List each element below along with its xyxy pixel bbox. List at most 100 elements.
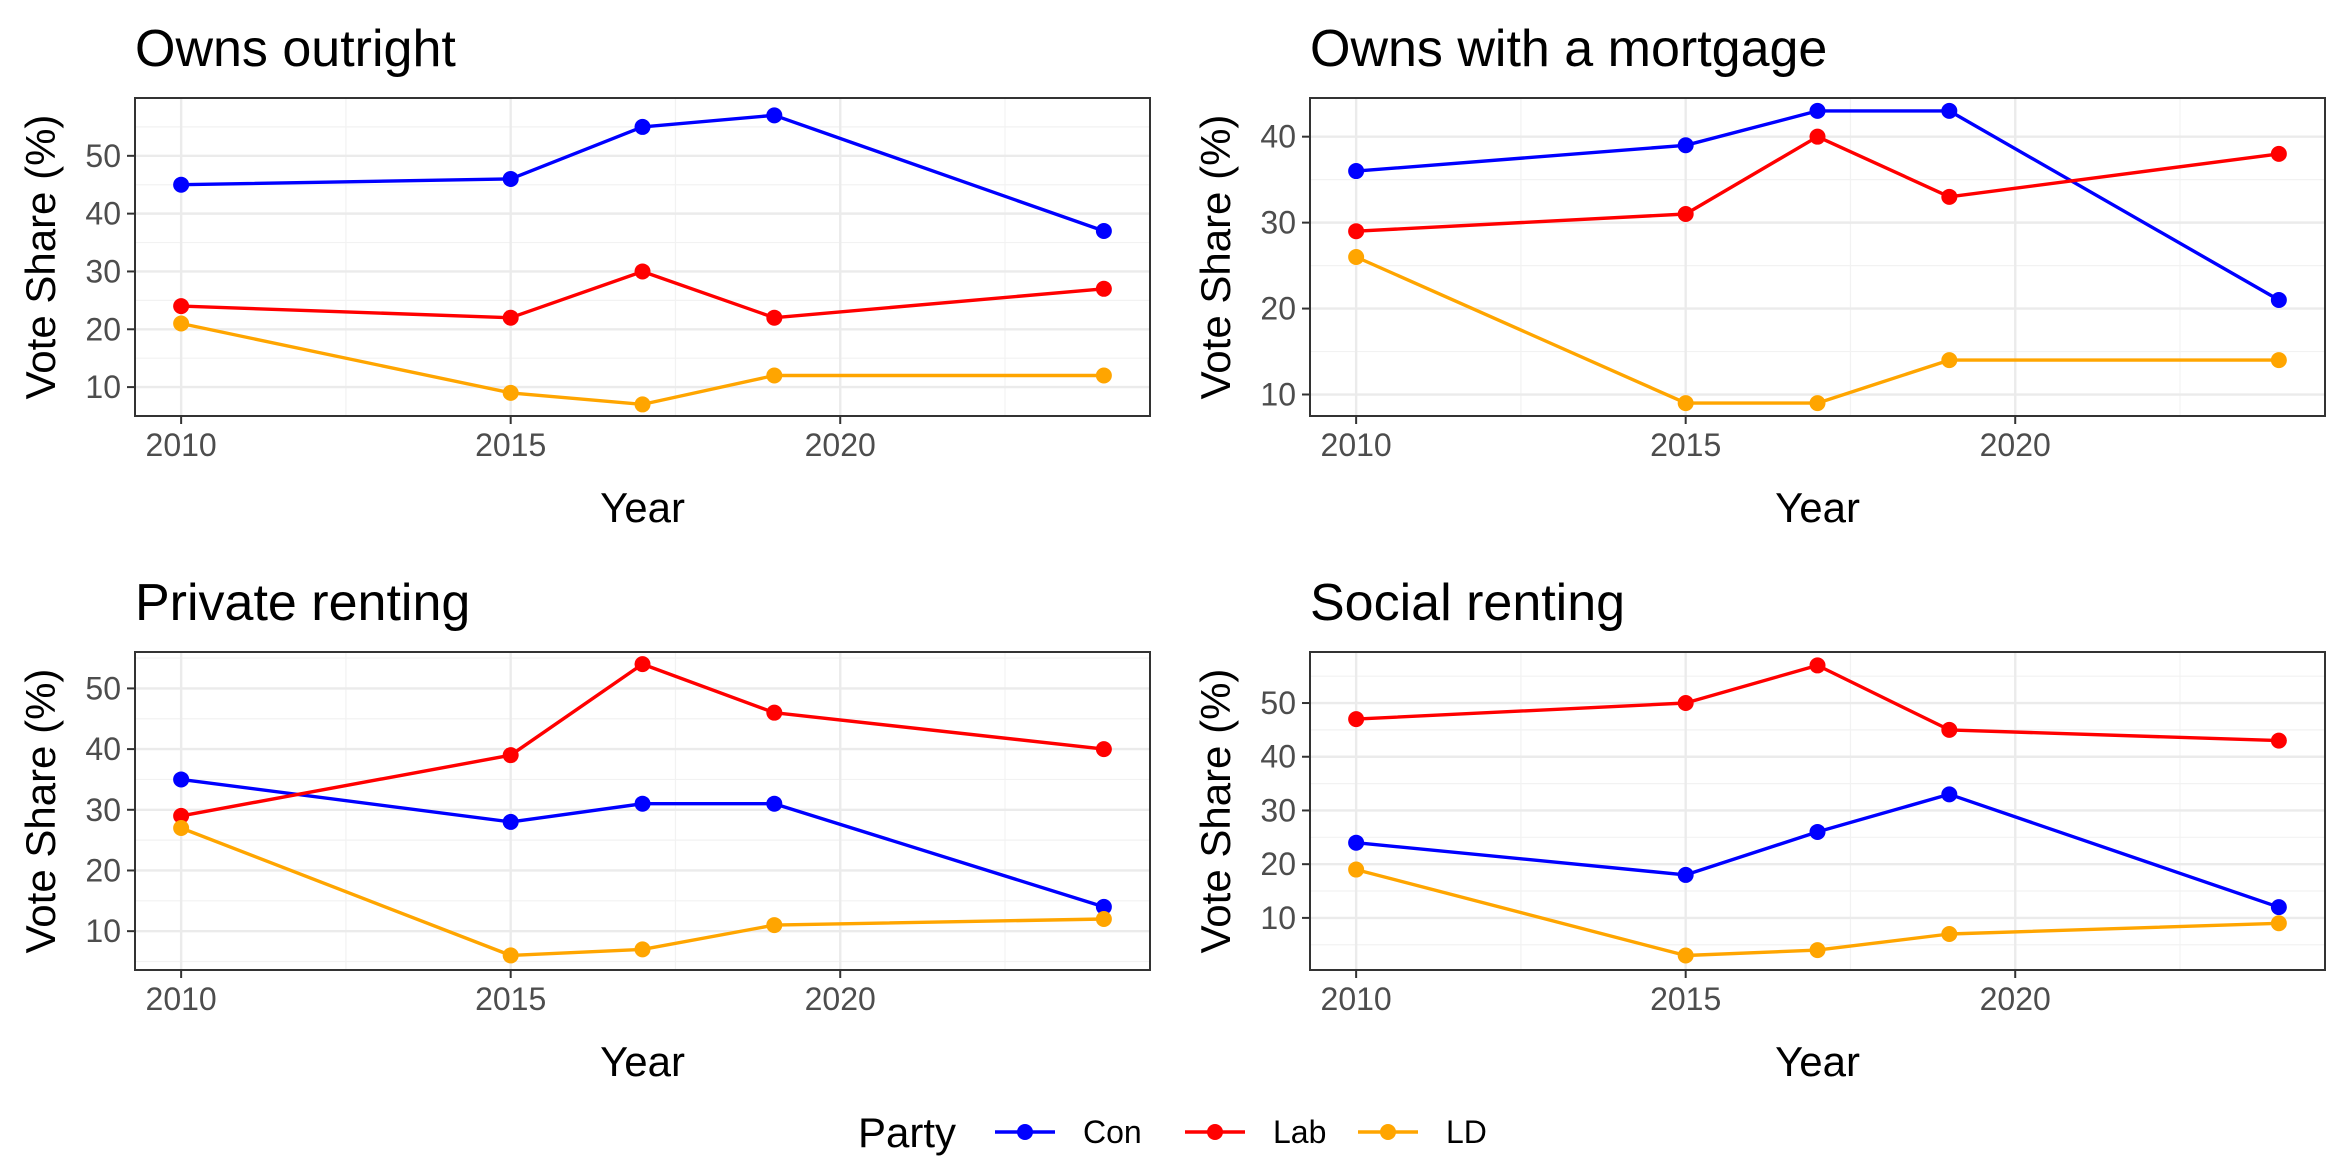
data-point-ld — [1809, 395, 1826, 412]
x-tick-label: 2015 — [475, 427, 546, 463]
x-tick-label: 2020 — [805, 981, 876, 1017]
data-point-con — [1941, 786, 1958, 803]
x-tick-label: 2010 — [1321, 981, 1392, 1017]
plot-background — [1310, 98, 2325, 416]
data-point-lab — [1677, 695, 1694, 712]
plot-background — [135, 98, 1150, 416]
y-tick-label: 20 — [1260, 846, 1296, 882]
data-point-ld — [634, 396, 651, 413]
data-point-con — [766, 795, 783, 812]
data-point-lab — [1348, 711, 1365, 728]
x-axis-title: Year — [600, 484, 685, 531]
data-point-lab — [1809, 657, 1826, 674]
data-point-con — [502, 813, 519, 830]
data-point-con — [1095, 898, 1112, 915]
data-point-con — [1677, 866, 1694, 883]
x-tick-label: 2015 — [1650, 427, 1721, 463]
y-tick-label: 20 — [85, 852, 121, 888]
data-point-ld — [1095, 911, 1112, 928]
data-point-ld — [502, 947, 519, 964]
y-axis-title: Vote Share (%) — [1192, 115, 1239, 400]
data-point-ld — [173, 819, 190, 836]
data-point-con — [1941, 102, 1958, 119]
panel-1: Owns outright 2010 2015 2020 10 20 30 40 50 Year V… — [17, 20, 1151, 531]
x-axis-title: Year — [1775, 1038, 1860, 1085]
data-point-lab — [1941, 188, 1958, 205]
data-point-con — [502, 170, 519, 187]
y-tick-label: 50 — [85, 138, 121, 174]
data-point-con — [1348, 163, 1365, 180]
data-point-con — [1095, 222, 1112, 239]
data-point-con — [1809, 102, 1826, 119]
legend-key-point-con — [1017, 1124, 1033, 1140]
data-point-ld — [2270, 352, 2287, 369]
y-tick-label: 30 — [85, 792, 121, 828]
data-point-lab — [766, 704, 783, 721]
data-point-con — [2270, 899, 2287, 916]
panel-3: Private renting 2010 2015 2020 10 20 30 40 50 Yea… — [17, 574, 1151, 1085]
legend-label-lab: Lab — [1273, 1114, 1326, 1150]
data-point-con — [1809, 823, 1826, 840]
data-point-lab — [2270, 145, 2287, 162]
data-point-con — [1677, 137, 1694, 154]
y-tick-label: 40 — [85, 731, 121, 767]
data-point-ld — [1348, 249, 1365, 265]
y-tick-label: 40 — [1260, 119, 1296, 155]
data-point-lab — [173, 807, 190, 824]
data-point-ld — [766, 917, 783, 934]
y-tick-label: 30 — [85, 253, 121, 289]
y-tick-label: 30 — [1260, 205, 1296, 241]
data-point-lab — [502, 309, 519, 326]
x-axis-title: Year — [1775, 484, 1860, 531]
data-point-lab — [1095, 741, 1112, 758]
data-point-lab — [2270, 732, 2287, 749]
data-point-lab — [1348, 223, 1365, 240]
data-point-con — [634, 118, 651, 135]
data-point-con — [1348, 834, 1365, 851]
panel-4: Social renting 2010 2015 2020 10 20 30 40 50 Year… — [1192, 574, 2326, 1085]
data-point-ld — [1348, 861, 1365, 878]
data-point-ld — [2270, 915, 2287, 932]
panel-border — [134, 97, 1151, 417]
data-point-ld — [1809, 942, 1826, 959]
y-tick-label: 20 — [85, 311, 121, 347]
legend-label-ld: LD — [1446, 1114, 1487, 1150]
legend-label-con: Con — [1083, 1114, 1142, 1150]
y-tick-label: 10 — [85, 369, 121, 405]
y-tick-label: 10 — [85, 913, 121, 949]
data-point-con — [173, 771, 190, 788]
data-point-ld — [1677, 947, 1694, 964]
data-point-lab — [173, 298, 190, 315]
y-axis-title: Vote Share (%) — [1192, 669, 1239, 954]
data-point-lab — [1809, 128, 1826, 145]
y-axis-title: Vote Share (%) — [17, 115, 64, 400]
y-tick-label: 10 — [1260, 377, 1296, 413]
data-point-con — [634, 795, 651, 812]
y-axis-title: Vote Share (%) — [17, 669, 64, 954]
x-axis-title: Year — [600, 1038, 685, 1085]
data-point-ld — [634, 941, 651, 958]
y-tick-label: 50 — [85, 670, 121, 706]
data-point-con — [766, 107, 783, 124]
panel-title: Social renting — [1310, 574, 1625, 632]
x-tick-label: 2010 — [1321, 427, 1392, 463]
x-tick-label: 2015 — [1650, 981, 1721, 1017]
legend-key-point-ld — [1380, 1124, 1396, 1140]
y-tick-label: 50 — [1260, 685, 1296, 721]
legend-key-point-lab — [1207, 1124, 1223, 1140]
x-tick-label: 2010 — [146, 427, 217, 463]
legend-title: Party — [858, 1109, 956, 1156]
y-tick-label: 40 — [1260, 739, 1296, 775]
x-tick-label: 2020 — [805, 427, 876, 463]
data-point-lab — [766, 309, 783, 326]
y-tick-label: 30 — [1260, 792, 1296, 828]
panel-2: Owns with a mortgage 2010 2015 2020 10 20 30 40… — [1192, 20, 2326, 531]
panel-title: Private renting — [135, 574, 470, 632]
x-tick-label: 2010 — [146, 981, 217, 1017]
data-point-lab — [1941, 721, 1958, 738]
x-tick-label: 2020 — [1980, 427, 2051, 463]
data-point-ld — [173, 315, 190, 332]
legend: Party Con Lab LD — [858, 1109, 1487, 1156]
data-point-lab — [1677, 206, 1694, 223]
